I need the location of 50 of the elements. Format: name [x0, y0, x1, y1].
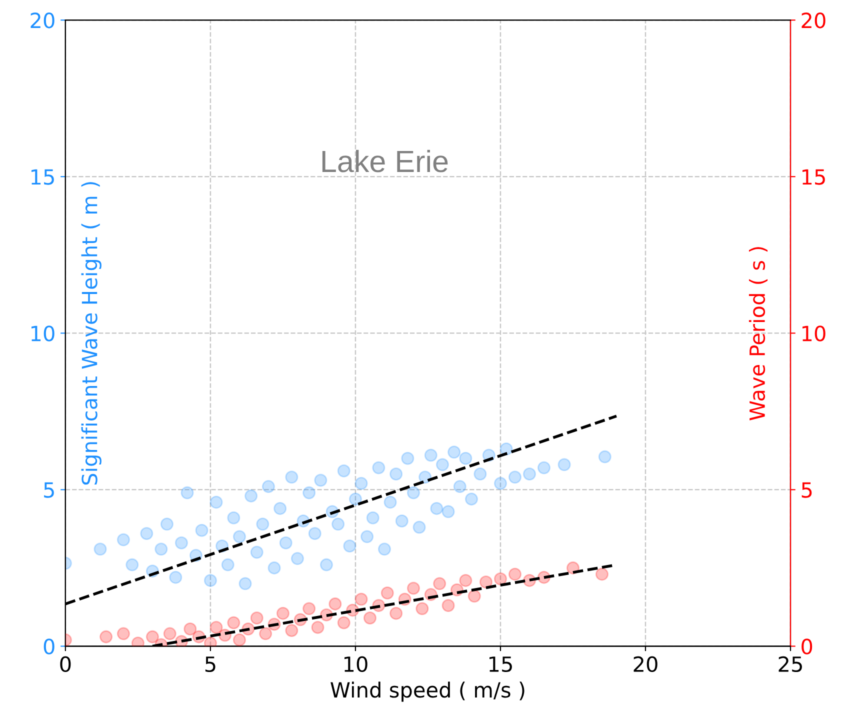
point: [285, 624, 298, 638]
y2-axis-title: Wave Period ( s ): [748, 247, 768, 420]
text: Lake Erie: [322, 150, 448, 172]
point: [250, 612, 264, 625]
point: [210, 620, 223, 634]
y-tick-label: 15: [32, 169, 54, 185]
point: [508, 568, 522, 581]
point: [363, 612, 376, 625]
point: [354, 592, 368, 606]
y2-tick-label: 0: [802, 638, 812, 654]
point: [311, 620, 324, 634]
x-tick-label: 10: [344, 656, 368, 672]
y2-tick-label: 20: [802, 12, 826, 28]
point: [232, 633, 246, 646]
y2-tick-label: 10: [802, 326, 826, 342]
point: [163, 627, 176, 640]
point: [494, 572, 507, 586]
point: [595, 568, 608, 581]
point: [416, 602, 429, 616]
point: [184, 622, 197, 636]
point: [259, 627, 272, 640]
point: [442, 599, 455, 612]
point: [100, 630, 113, 644]
y2-tick-label: 5: [802, 482, 812, 498]
point: [276, 606, 290, 620]
point: [390, 606, 403, 620]
x-axis-title: Wind speed ( m/s ): [330, 682, 524, 702]
y-tick-label: 0: [44, 638, 54, 654]
point: [328, 597, 342, 610]
x-tick-label: 25: [778, 656, 802, 672]
point: [337, 616, 350, 630]
y-tick-label: 20: [30, 12, 54, 28]
point: [468, 590, 481, 603]
point: [479, 576, 492, 589]
y-tick-label: 10: [32, 326, 54, 342]
y-axis-title: Significant Wave Height ( m ): [81, 182, 102, 485]
point: [406, 582, 420, 595]
point: [146, 630, 159, 644]
point: [302, 602, 316, 616]
point: [227, 616, 240, 630]
x-tick-label: 20: [634, 656, 658, 672]
x-tick-label: 5: [205, 656, 216, 672]
point: [459, 574, 472, 587]
y-tick-label: 5: [44, 482, 54, 498]
point: [433, 577, 446, 590]
y2-tick-label: 15: [802, 169, 825, 185]
x-tick-label: 15: [490, 656, 512, 672]
point: [380, 586, 394, 600]
point: [116, 627, 130, 640]
x-tick-label: 0: [60, 656, 71, 672]
